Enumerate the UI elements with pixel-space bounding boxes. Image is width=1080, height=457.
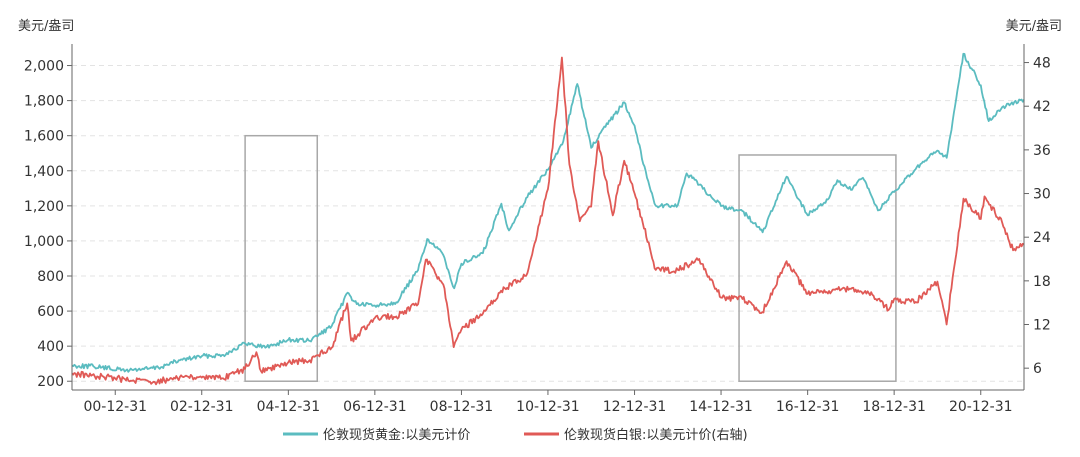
x-axis-tick-label: 10-12-31 <box>516 399 580 415</box>
left-axis-tick-label: 600 <box>37 304 64 320</box>
right-axis-tick-label: 36 <box>1033 143 1051 159</box>
annotation-box <box>244 134 319 382</box>
legend: 伦敦现货黄金:以美元计价 伦敦现货白银:以美元计价(右轴) <box>283 427 748 443</box>
right-axis-tick-label: 30 <box>1033 187 1051 203</box>
left-axis-tick-label: 1,000 <box>24 234 64 250</box>
grid-layer <box>72 65 1024 382</box>
left-axis-tick-label: 200 <box>37 374 64 390</box>
annotation-box <box>738 154 897 382</box>
axis-layer: 200 400 600 800 1,000 1,200 1,400 1,600 1,800 2,0… <box>24 44 1051 415</box>
series-line-gold <box>71 52 1025 373</box>
annotation-layer <box>244 134 897 382</box>
right-axis-unit-label: 美元/盎司 <box>1006 19 1062 34</box>
x-axis-tick-label: 04-12-31 <box>257 399 321 415</box>
x-axis-tick-label: 06-12-31 <box>343 399 407 415</box>
left-axis-tick-label: 1,800 <box>24 94 64 110</box>
right-axis-tick-label: 18 <box>1033 274 1051 290</box>
legend-label-silver: 伦敦现货白银:以美元计价(右轴) <box>564 427 748 443</box>
right-axis-tick-label: 6 <box>1033 361 1042 377</box>
x-axis-tick-label: 02-12-31 <box>170 399 234 415</box>
right-axis-tick-label: 42 <box>1033 99 1051 115</box>
x-axis-tick-label: 12-12-31 <box>603 399 667 415</box>
right-axis-tick-label: 24 <box>1033 230 1051 246</box>
x-axis-tick-label: 16-12-31 <box>776 399 840 415</box>
x-axis-tick-label: 14-12-31 <box>689 399 753 415</box>
left-axis-tick-label: 400 <box>37 339 64 355</box>
x-axis-tick-label: 18-12-31 <box>862 399 926 415</box>
left-axis-tick-label: 1,400 <box>24 164 64 180</box>
left-axis-tick-label: 1,600 <box>24 129 64 145</box>
left-axis-tick-label: 1,200 <box>24 199 64 215</box>
x-axis-tick-label: 08-12-31 <box>430 399 494 415</box>
x-axis-tick-label: 20-12-31 <box>949 399 1013 415</box>
right-axis-tick-label: 12 <box>1033 318 1051 334</box>
left-axis-tick-label: 2,000 <box>24 59 64 75</box>
left-axis-unit-label: 美元/盎司 <box>18 19 74 34</box>
left-axis-tick-label: 800 <box>37 269 64 285</box>
legend-label-gold: 伦敦现货黄金:以美元计价 <box>323 427 470 443</box>
x-axis-tick-label: 00-12-31 <box>83 399 147 415</box>
series-line-silver <box>71 56 1025 386</box>
right-axis-tick-label: 48 <box>1033 56 1051 72</box>
series-layer <box>71 52 1025 386</box>
